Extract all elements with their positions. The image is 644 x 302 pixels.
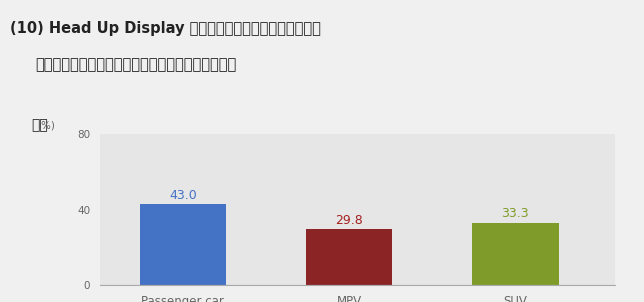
- Text: 全体: 全体: [32, 118, 48, 132]
- Bar: [140, 204, 226, 285]
- Text: 33.3: 33.3: [502, 207, 529, 220]
- Text: フロントガラスに速度やナビ情報などを表示する。: フロントガラスに速度やナビ情報などを表示する。: [35, 57, 237, 72]
- Text: 43.0: 43.0: [169, 189, 197, 202]
- Bar: [306, 229, 392, 285]
- Text: (10) Head Up Display ＜魅力に感じたユーザーの割合＞: (10) Head Up Display ＜魅力に感じたユーザーの割合＞: [10, 21, 321, 36]
- Text: 29.8: 29.8: [336, 214, 363, 227]
- Text: (%): (%): [37, 120, 55, 130]
- Bar: [472, 223, 558, 285]
